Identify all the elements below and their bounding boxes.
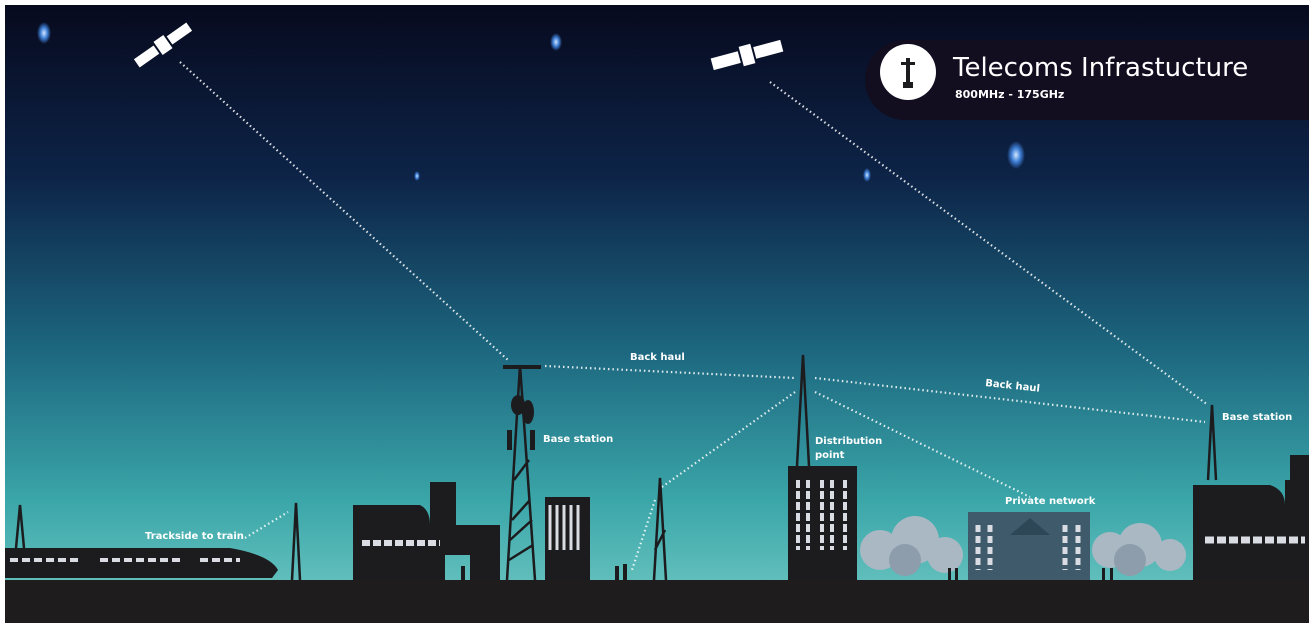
label: Base station [543,434,613,445]
train [5,548,278,578]
title-panel: Telecoms Infrastucture 800MHz - 175GHz [865,40,1309,120]
subtitle: 800MHz - 175GHz [955,88,1064,101]
label: Back haul [630,352,685,363]
train-body [5,548,278,578]
star [414,171,420,181]
star [37,22,51,44]
star [1007,141,1025,169]
building [545,497,590,580]
label: Trackside to train [145,531,244,542]
page: {"header": {"title": "Telecoms Infrastuc… [0,0,1309,623]
label: Distribution [815,436,882,447]
building [430,482,456,527]
label: Base station [1222,412,1292,423]
label: point [815,450,845,461]
building [1290,455,1309,485]
star [863,168,871,182]
star [550,33,562,51]
illustration: Telecoms Infrastucture 800MHz - 175GHz [0,0,1309,623]
building [1193,480,1309,580]
ground [5,580,1309,623]
title: Telecoms Infrastucture [952,53,1248,83]
label: Private network [1005,496,1096,507]
